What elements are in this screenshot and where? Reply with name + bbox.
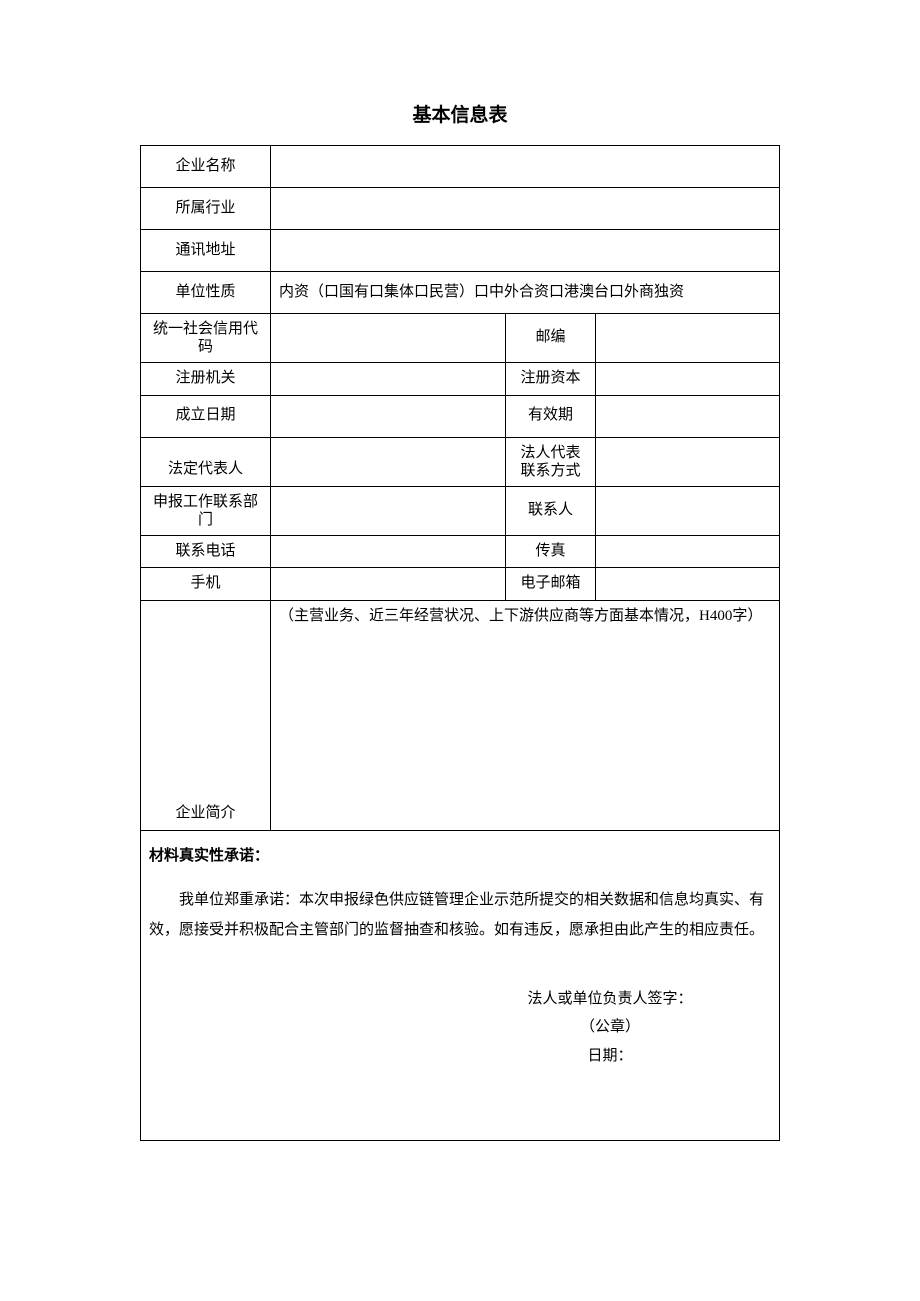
seal-label: （公章）	[449, 1013, 771, 1042]
label-address: 通讯地址	[141, 230, 271, 272]
value-reg-authority	[271, 363, 506, 396]
label-reg-authority: 注册机关	[141, 363, 271, 396]
value-fax	[596, 535, 780, 568]
label-unit-nature: 单位性质	[141, 272, 271, 314]
label-valid-period: 有效期	[506, 395, 596, 437]
label-social-credit-code: 统一社会信用代码	[141, 314, 271, 363]
value-phone	[271, 535, 506, 568]
value-establish-date	[271, 395, 506, 437]
label-mobile: 手机	[141, 568, 271, 601]
value-mobile	[271, 568, 506, 601]
value-contact-person	[596, 486, 780, 535]
info-table: 企业名称 所属行业 通讯地址 单位性质 内资（口国有口集体口民营）口中外合资口港…	[140, 145, 780, 1141]
signature-block: 法人或单位负责人签字： （公章） 日期：	[449, 985, 771, 1071]
page-title: 基本信息表	[140, 100, 780, 127]
value-social-credit-code	[271, 314, 506, 363]
label-fax: 传真	[506, 535, 596, 568]
label-phone: 联系电话	[141, 535, 271, 568]
value-postcode	[596, 314, 780, 363]
value-industry	[271, 188, 780, 230]
label-legal-rep-contact: 法人代表联系方式	[506, 437, 596, 486]
value-report-dept	[271, 486, 506, 535]
label-contact-person: 联系人	[506, 486, 596, 535]
label-email: 电子邮箱	[506, 568, 596, 601]
value-company-intro: （主营业务、近三年经营状况、上下游供应商等方面基本情况，H400字）	[271, 600, 780, 830]
declaration-body: 我单位郑重承诺：本次申报绿色供应链管理企业示范所提交的相关数据和信息均真实、有效…	[149, 885, 771, 945]
label-company-intro: 企业简介	[141, 600, 271, 830]
label-report-dept: 申报工作联系部门	[141, 486, 271, 535]
label-industry: 所属行业	[141, 188, 271, 230]
value-reg-capital	[596, 363, 780, 396]
value-valid-period	[596, 395, 780, 437]
value-legal-rep-contact	[596, 437, 780, 486]
value-email	[596, 568, 780, 601]
value-legal-rep	[271, 437, 506, 486]
label-postcode: 邮编	[506, 314, 596, 363]
declaration-title: 材料真实性承诺：	[149, 841, 771, 871]
date-label: 日期：	[449, 1042, 771, 1071]
value-company-name	[271, 146, 780, 188]
declaration-cell: 材料真实性承诺： 我单位郑重承诺：本次申报绿色供应链管理企业示范所提交的相关数据…	[141, 830, 780, 1141]
value-address	[271, 230, 780, 272]
label-reg-capital: 注册资本	[506, 363, 596, 396]
label-establish-date: 成立日期	[141, 395, 271, 437]
value-unit-nature: 内资（口国有口集体口民营）口中外合资口港澳台口外商独资	[271, 272, 780, 314]
label-legal-rep: 法定代表人	[141, 437, 271, 486]
label-company-name: 企业名称	[141, 146, 271, 188]
signature-label: 法人或单位负责人签字：	[449, 985, 771, 1014]
